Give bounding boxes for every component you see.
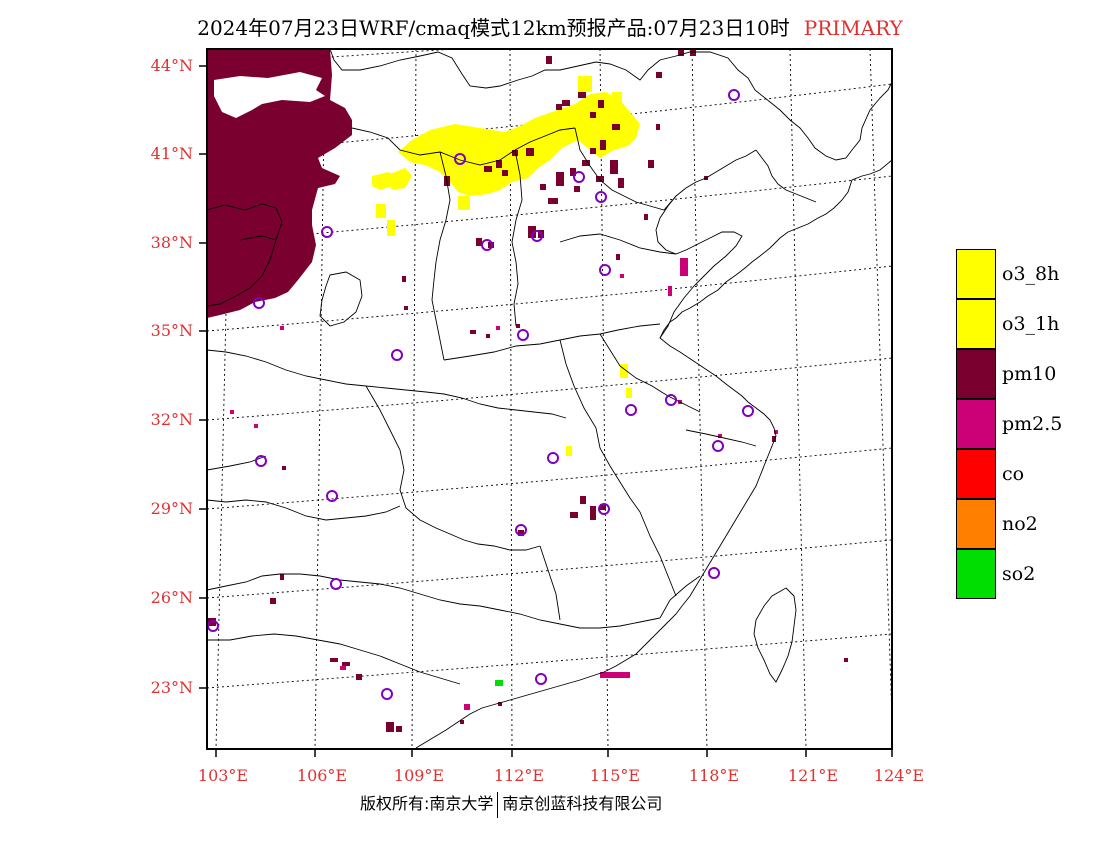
province-8 [599, 333, 701, 413]
taiwan [753, 587, 797, 683]
lat-label-38: 38°N [150, 233, 193, 252]
legend-swatch [956, 299, 996, 349]
legend-swatch [956, 399, 996, 449]
legend-label: pm10 [1002, 363, 1057, 385]
parallel-32 [207, 357, 892, 421]
meridian-124 [869, 49, 892, 721]
legend-label: so2 [1002, 563, 1036, 585]
lat-label-41: 41°N [150, 144, 193, 163]
copyright-footer: 版权所有:南京大学 南京创蓝科技有限公司 [360, 790, 662, 818]
parallel-38 [207, 175, 892, 244]
o3-region [372, 76, 640, 456]
lon-label-106: 106°E [296, 766, 348, 785]
boundaries [207, 49, 892, 749]
title-tag: PRIMARY [803, 16, 903, 40]
province-4 [574, 127, 677, 211]
footer-separator [497, 791, 499, 818]
province-5 [559, 233, 677, 255]
province-3 [511, 149, 523, 327]
liaodong [755, 149, 817, 203]
title-text: 2024年07月23日WRF/cmaq模式12km预报产品:07月23日10时 [197, 16, 790, 40]
province-9 [207, 349, 567, 419]
legend-label: o3_8h [1002, 263, 1060, 285]
legend-label: o3_1h [1002, 313, 1060, 335]
lon-label-121: 121°E [787, 766, 839, 785]
province-14 [639, 511, 677, 597]
map-title: 2024年07月23日WRF/cmaq模式12km预报产品:07月23日10时 P… [0, 12, 1100, 41]
province-16 [659, 575, 701, 619]
meridian-106 [314, 49, 326, 749]
copyright-right: 南京创蓝科技有限公司 [502, 794, 663, 813]
lat-label-23: 23°N [150, 678, 193, 697]
lat-label-26: 26°N [150, 588, 193, 607]
province-21 [207, 455, 267, 471]
meridian-109 [411, 49, 417, 749]
province-13 [539, 545, 561, 621]
legend-swatch [956, 499, 996, 549]
lon-label-109: 109°E [393, 766, 445, 785]
legend-swatch [956, 449, 996, 499]
parallel-35 [207, 265, 892, 332]
lon-label-124: 124°E [873, 766, 925, 785]
so2-patch [495, 680, 503, 686]
meridian-121 [789, 49, 807, 749]
lat-label-29: 29°N [150, 499, 193, 518]
province-12 [207, 573, 661, 629]
legend-swatch [956, 349, 996, 399]
legend-swatch [956, 549, 996, 599]
province-1 [351, 127, 576, 166]
province-19 [239, 235, 277, 241]
province-15 [685, 429, 757, 447]
map-background [207, 49, 892, 749]
parallel-41 [207, 83, 892, 155]
axis-ticks [199, 65, 893, 757]
lon-label-118: 118°E [688, 766, 740, 785]
legend-swatch [956, 249, 996, 299]
province-7 [559, 339, 641, 513]
pm10-region [207, 49, 352, 318]
meridian-115 [599, 49, 609, 749]
northern-border [329, 49, 892, 161]
bohai-coast [655, 149, 757, 339]
province-20 [319, 271, 363, 327]
lat-label-35: 35°N [150, 321, 193, 340]
monitoring-stations [207, 89, 754, 700]
parallel-29 [207, 447, 892, 510]
legend-label: pm2.5 [1002, 413, 1063, 435]
legend-label: co [1002, 463, 1025, 485]
lon-label-115: 115°E [589, 766, 641, 785]
copyright-left: 版权所有:南京大学 [360, 794, 494, 813]
province-17 [207, 633, 461, 685]
coast-north [415, 159, 892, 749]
province-2 [431, 151, 451, 361]
lat-label-32: 32°N [150, 410, 193, 429]
map-frame [206, 48, 893, 750]
legend-label: no2 [1002, 513, 1038, 535]
province-11 [207, 499, 401, 521]
lat-label-44: 44°N [150, 56, 193, 75]
meridian-118 [691, 49, 708, 749]
lon-label-112: 112°E [493, 766, 545, 785]
lon-label-103: 103°E [197, 766, 249, 785]
province-10 [365, 385, 541, 551]
